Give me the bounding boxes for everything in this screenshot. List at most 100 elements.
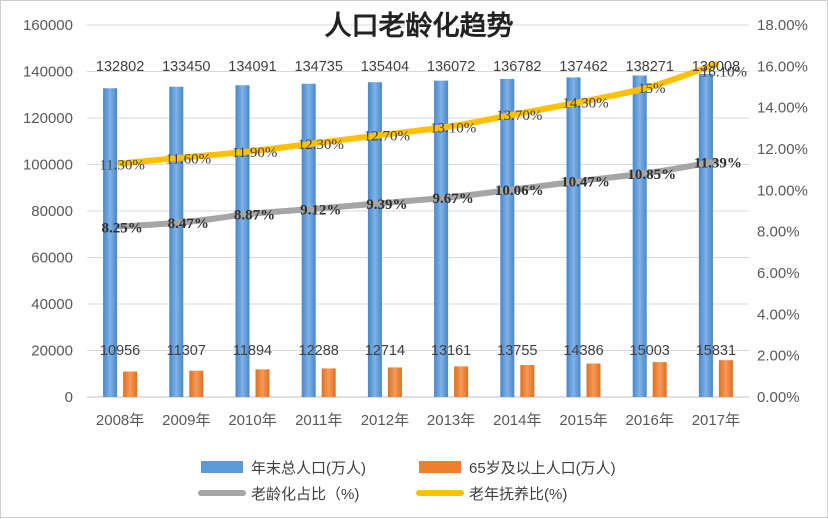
aging-ratio-label: 10.47%	[561, 175, 610, 191]
aging-ratio-label: 8.47%	[168, 216, 209, 232]
y-tick-label: 20000	[31, 343, 73, 360]
bar-data-label: 15003	[630, 343, 670, 359]
x-tick-label: 2014年	[493, 412, 541, 429]
bar-data-label: 136782	[493, 59, 541, 75]
bar	[321, 368, 336, 397]
bar	[632, 75, 647, 397]
bar	[652, 362, 667, 397]
bar	[698, 73, 713, 397]
dependency-ratio-label: 16.10%	[701, 64, 747, 80]
bar	[500, 78, 515, 398]
y2-tick-label: 2.00%	[757, 348, 800, 365]
bars-group	[103, 73, 733, 398]
x-tick-label: 2012年	[361, 412, 409, 429]
bar	[434, 80, 449, 397]
bar-data-label: 11894	[233, 343, 272, 359]
aging-ratio-line	[117, 158, 719, 230]
y2-tick-label: 0.00%	[757, 389, 800, 406]
bar-data-label: 138271	[626, 59, 674, 75]
bar	[566, 77, 581, 397]
bar-data-label: 133450	[162, 59, 210, 75]
aging-ratio-label: 9.12%	[300, 203, 341, 219]
legend-swatch	[201, 461, 243, 473]
bar	[718, 360, 733, 397]
bar	[520, 365, 535, 397]
dependency-ratio-label: 15%	[638, 81, 666, 97]
y2-tick-label: 12.00%	[757, 141, 808, 158]
bar-data-label: 14386	[563, 343, 603, 359]
y-tick-label: 40000	[31, 296, 73, 313]
x-tick-label: 2011年	[295, 412, 342, 429]
x-tick-label: 2013年	[427, 412, 475, 429]
aging-ratio-label: 10.85%	[627, 167, 676, 183]
bar-data-label: 15831	[696, 343, 736, 359]
legend-item: 65岁及以上人口(万人)	[419, 460, 616, 477]
y-tick-label: 60000	[31, 250, 73, 267]
bar-data-label: 134735	[295, 59, 343, 75]
bar	[103, 88, 118, 397]
data-labels-group: 132802 133450 134091 134735 135404 136072 1367…	[96, 59, 747, 359]
bar	[169, 86, 184, 397]
bar	[123, 371, 138, 397]
bar	[454, 366, 469, 397]
x-tick-label: 2017年	[692, 412, 740, 429]
y2-tick-label: 16.00%	[757, 58, 808, 75]
chart-title: 人口老龄化趋势	[325, 10, 514, 42]
bar-data-label: 10956	[100, 343, 140, 359]
legend-label: 65岁及以上人口(万人)	[469, 460, 616, 477]
x-tick-label: 2009年	[162, 412, 210, 429]
dependency-ratio-label: 13.10%	[430, 120, 476, 136]
legend-label: 老龄化占比（%)	[251, 486, 359, 503]
y2-tick-label: 8.00%	[757, 224, 800, 241]
legend-item: 老龄化占比（%)	[198, 486, 359, 503]
aging-ratio-label: 10.06%	[495, 183, 544, 199]
aging-ratio-label: 9.39%	[366, 197, 407, 213]
bar-data-label: 135404	[361, 59, 409, 75]
axes-group: 0 20000 40000 60000 80000 100000 120000 140000 1…	[23, 17, 808, 429]
aging-ratio-label: 9.67%	[432, 191, 473, 207]
dependency-ratio-label: 11.90%	[232, 145, 278, 161]
bar	[586, 363, 601, 397]
legend-item: 老年抚养比(%)	[416, 486, 567, 503]
bar	[235, 85, 250, 397]
bar-data-label: 13755	[497, 343, 537, 359]
y-tick-label: 0	[65, 389, 73, 406]
y2-tick-label: 10.00%	[757, 182, 808, 199]
legend: 年末总人口(万人) 65岁及以上人口(万人) 老龄化占比（%) 老年抚养比(%)	[198, 460, 616, 503]
aging-ratio-label: 11.39%	[694, 156, 742, 172]
grid-lines	[87, 24, 749, 398]
dependency-ratio-line	[117, 61, 719, 167]
y-tick-label: 120000	[23, 110, 73, 127]
y2-tick-label: 18.00%	[757, 17, 808, 34]
bar	[189, 370, 204, 397]
legend-label: 老年抚养比(%)	[469, 486, 567, 503]
bar	[255, 369, 270, 397]
y-tick-label: 160000	[23, 17, 73, 34]
bar	[301, 83, 316, 398]
bar-data-label: 132802	[96, 59, 144, 75]
dependency-ratio-label: 13.70%	[496, 108, 542, 124]
x-tick-label: 2015年	[559, 412, 607, 429]
dependency-ratio-label: 11.30%	[99, 157, 145, 173]
bar	[367, 82, 382, 397]
bar-data-label: 137462	[559, 59, 607, 75]
bar-data-label: 12714	[365, 343, 405, 359]
y-tick-label: 140000	[23, 64, 73, 81]
legend-item: 年末总人口(万人)	[201, 460, 366, 477]
x-tick-label: 2008年	[96, 412, 144, 429]
y-tick-label: 80000	[31, 203, 73, 220]
x-tick-label: 2016年	[626, 412, 674, 429]
legend-swatch	[419, 461, 461, 473]
aging-ratio-label: 8.87%	[234, 208, 275, 224]
bar-data-label: 11307	[167, 343, 206, 359]
bar	[387, 367, 402, 397]
dependency-ratio-label: 12.30%	[298, 137, 344, 153]
bar-data-label: 134091	[228, 59, 276, 75]
bar-data-label: 13161	[431, 343, 471, 359]
dependency-ratio-label: 12.70%	[364, 129, 410, 145]
bar-data-label: 12288	[299, 343, 339, 359]
x-tick-label: 2010年	[228, 412, 276, 429]
y-tick-label: 100000	[23, 157, 73, 174]
